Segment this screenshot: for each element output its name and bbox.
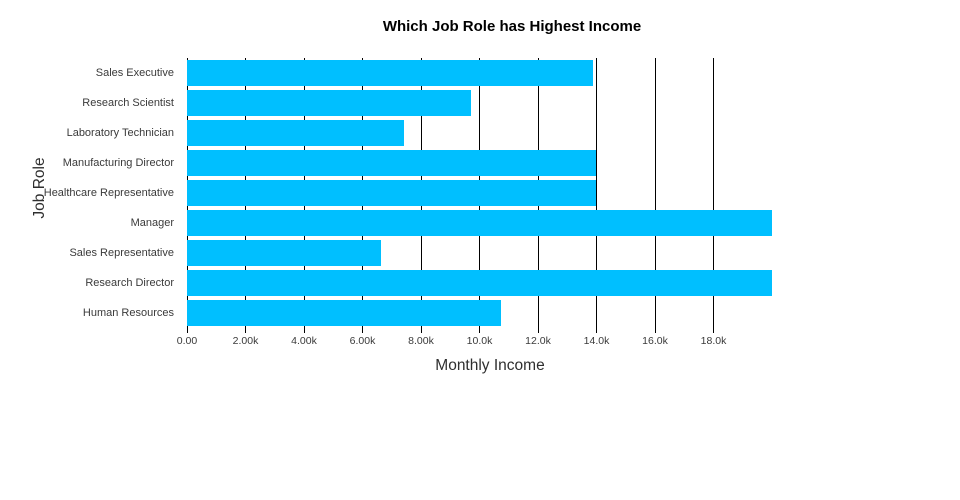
- x-tick-mark: [245, 328, 246, 333]
- y-axis-label: Manufacturing Director: [62, 157, 174, 169]
- gridline: [596, 58, 597, 328]
- plot-area: [186, 58, 772, 328]
- y-axis-label: Research Director: [85, 277, 174, 289]
- x-tick-mark: [654, 328, 656, 333]
- x-tick-mark: [303, 328, 305, 333]
- y-axis-label: Laboratory Technician: [66, 127, 174, 139]
- x-tick-mark: [479, 328, 480, 333]
- x-tick-mark: [713, 328, 714, 333]
- y-axis-label: Research Scientist: [82, 97, 174, 109]
- y-axis-label: Healthcare Representative: [43, 187, 174, 199]
- gridline: [654, 58, 656, 328]
- bar: [187, 89, 472, 117]
- x-axis-ticks: 0.00 2.00k 4.00k 6.00k 8.00k 10.0k 12.0k 14.0k 1…: [177, 328, 772, 352]
- x-tick-label: 10.0k: [466, 335, 493, 347]
- bar: [187, 269, 772, 297]
- bar: [187, 119, 404, 147]
- x-tick-label: 16.0k: [642, 335, 668, 347]
- bar: [187, 59, 593, 87]
- x-tick-label: 0.00: [176, 335, 198, 347]
- y-axis-labels: Sales Executive Research Scientist Laborat…: [0, 58, 180, 328]
- x-tick-label: 18.0k: [700, 335, 727, 347]
- y-axis-label: Sales Representative: [69, 247, 174, 259]
- x-tick-mark: [537, 328, 539, 333]
- x-tick-mark: [420, 328, 422, 333]
- y-axis-label: Manager: [130, 217, 174, 229]
- x-axis-title: Monthly Income: [435, 357, 545, 374]
- x-tick-label: 12.0k: [525, 335, 551, 347]
- x-tick-mark: [186, 328, 188, 333]
- bar: [187, 209, 772, 237]
- x-tick-label: 6.00k: [349, 335, 376, 347]
- bar: [187, 149, 596, 177]
- x-tick-mark: [596, 328, 597, 333]
- gridline: [713, 58, 714, 328]
- x-tick-label: 8.00k: [408, 335, 434, 347]
- bar: [187, 179, 596, 207]
- x-tick-label: 2.00k: [232, 335, 259, 347]
- y-axis-label: Sales Executive: [95, 67, 174, 79]
- bar: [187, 239, 381, 267]
- x-tick-mark: [362, 328, 363, 333]
- x-tick-label: 4.00k: [291, 335, 317, 347]
- x-tick-label: 14.0k: [583, 335, 610, 347]
- bar: [187, 299, 501, 327]
- y-axis-label: Human Resources: [82, 307, 174, 319]
- chart-title: Which Job Role has Highest Income: [382, 18, 642, 35]
